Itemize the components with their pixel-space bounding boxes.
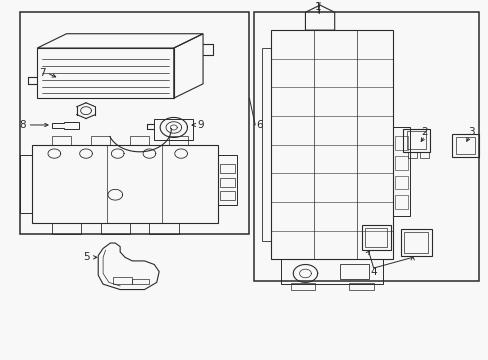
Text: 8: 8 <box>20 120 26 130</box>
Bar <box>20 156 32 213</box>
Bar <box>132 279 149 284</box>
Bar <box>52 223 81 234</box>
Bar <box>402 129 429 152</box>
Bar <box>91 136 110 145</box>
Bar <box>394 195 407 209</box>
Bar <box>271 30 392 259</box>
Bar <box>394 156 407 170</box>
Text: 3: 3 <box>467 127 473 137</box>
Text: 4: 4 <box>369 267 376 276</box>
Bar <box>113 277 132 284</box>
Bar <box>130 136 149 145</box>
Bar <box>254 12 478 280</box>
Bar <box>361 225 390 250</box>
Bar <box>20 12 249 234</box>
Bar <box>400 229 431 256</box>
Bar <box>168 136 188 145</box>
Bar <box>219 191 235 200</box>
Bar <box>339 265 368 279</box>
Bar <box>52 136 71 145</box>
Bar <box>32 145 217 223</box>
Bar <box>451 134 478 157</box>
Bar <box>394 176 407 189</box>
Bar <box>394 136 407 150</box>
Bar <box>217 156 237 206</box>
Bar <box>219 177 235 186</box>
Bar <box>407 152 416 158</box>
Bar <box>419 152 428 158</box>
Text: 5: 5 <box>82 252 89 262</box>
Text: 7: 7 <box>39 68 45 78</box>
Bar <box>154 118 193 140</box>
Bar <box>281 259 383 284</box>
Text: 2: 2 <box>421 127 427 137</box>
Bar <box>455 137 474 154</box>
Bar <box>290 283 315 289</box>
Bar <box>365 228 386 247</box>
Bar <box>392 127 409 216</box>
Bar <box>404 231 427 253</box>
Bar <box>406 131 425 149</box>
Text: 6: 6 <box>256 120 263 130</box>
Bar <box>101 223 130 234</box>
Bar <box>261 48 271 241</box>
Bar <box>149 223 178 234</box>
Text: 1: 1 <box>315 2 321 12</box>
Bar <box>219 164 235 173</box>
Text: 9: 9 <box>197 120 203 130</box>
Bar <box>348 283 373 289</box>
